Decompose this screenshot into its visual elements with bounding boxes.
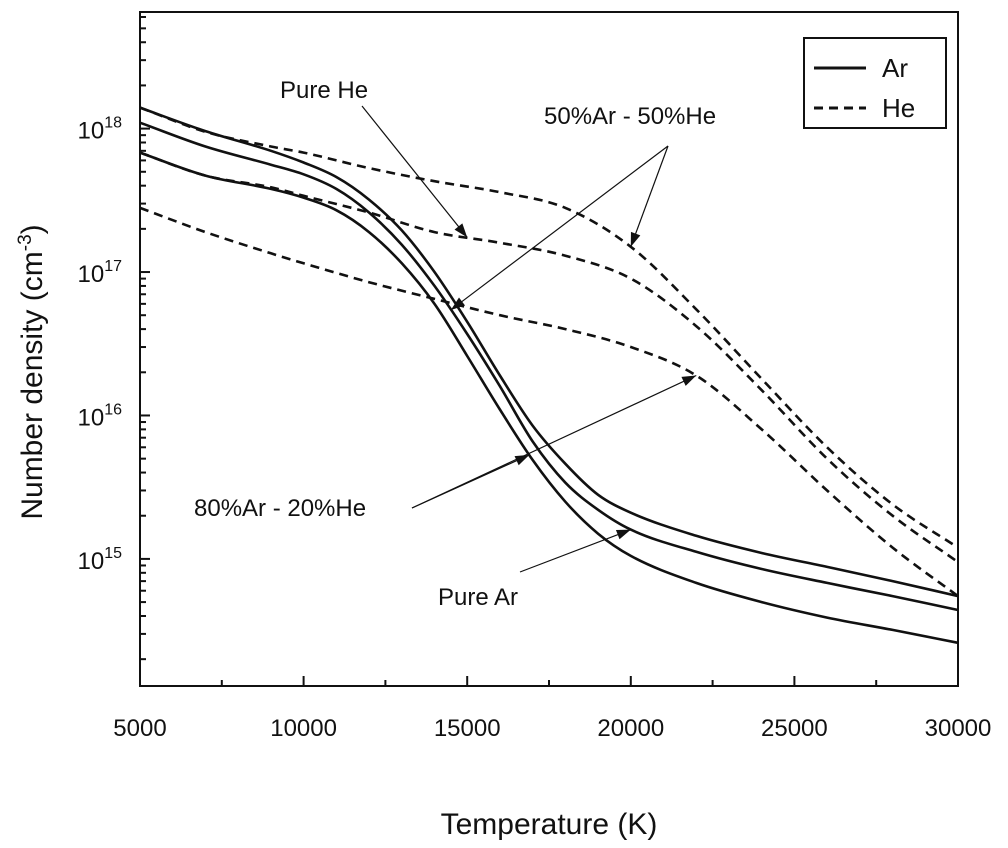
legend-label-he: He <box>882 93 915 123</box>
y-tick-label-1e17: 1017 <box>78 258 123 288</box>
series-line-he-4 <box>139 106 959 549</box>
x-tick-label-30000: 30000 <box>925 715 992 742</box>
annotation-pure-ar: Pure Ar <box>438 584 518 611</box>
arrow-50-50-ar-head <box>450 297 466 310</box>
y-axis-title-sup: -3 <box>15 234 36 251</box>
arrow-pure-ar-head <box>615 529 631 540</box>
y-axis-title-text: Number density (cm <box>16 251 49 519</box>
arrow-80-20-he-head <box>681 375 697 386</box>
y-axis-title: Number density (cm-3) <box>15 224 49 519</box>
x-tick-label-20000: 20000 <box>597 715 664 742</box>
y-tick-label-1e15: 1015 <box>78 545 123 575</box>
y-axis-title-close: ) <box>16 224 49 234</box>
x-tick-label-10000: 10000 <box>270 715 337 742</box>
series-line-ar-2 <box>139 121 959 612</box>
annotation-pure-he: Pure He <box>280 77 368 104</box>
x-tick-label-5000: 5000 <box>113 715 166 742</box>
arrow-pure-ar-line <box>519 529 632 573</box>
arrow-50-50-ar-line <box>450 145 669 311</box>
arrow-80-20-ar-head <box>514 454 530 466</box>
series-line-he-5 <box>139 151 959 564</box>
x-tick-label-25000: 25000 <box>761 715 828 742</box>
arrow-50-50-he-head <box>630 231 641 247</box>
plot-frame <box>139 11 959 687</box>
legend-box <box>803 37 947 129</box>
annotation-80ar-20he: 80%Ar - 20%He <box>194 495 366 522</box>
arrow-pure-he-head <box>454 223 468 238</box>
arrows-layer <box>361 105 697 573</box>
series-layer <box>139 106 959 645</box>
series-line-ar-3 <box>139 151 959 645</box>
arrow-pure-he-line <box>361 105 468 238</box>
arrow-80-20-he-line <box>411 374 697 509</box>
legend-label-ar: Ar <box>882 53 908 83</box>
x-axis-title: Temperature (K) <box>441 808 658 841</box>
series-line-ar-1 <box>139 106 959 598</box>
x-tick-label-15000: 15000 <box>434 715 501 742</box>
series-line-he-6 <box>139 206 959 598</box>
annotation-50ar-50he: 50%Ar - 50%He <box>544 103 716 130</box>
y-tick-label-1e16: 1016 <box>78 401 123 431</box>
ticks-layer: 5000 10000 15000 20000 25000 30000 1015 1016 101… <box>78 15 992 742</box>
arrow-50-50-he-line <box>630 145 669 247</box>
y-tick-label-1e18: 1018 <box>78 115 123 145</box>
